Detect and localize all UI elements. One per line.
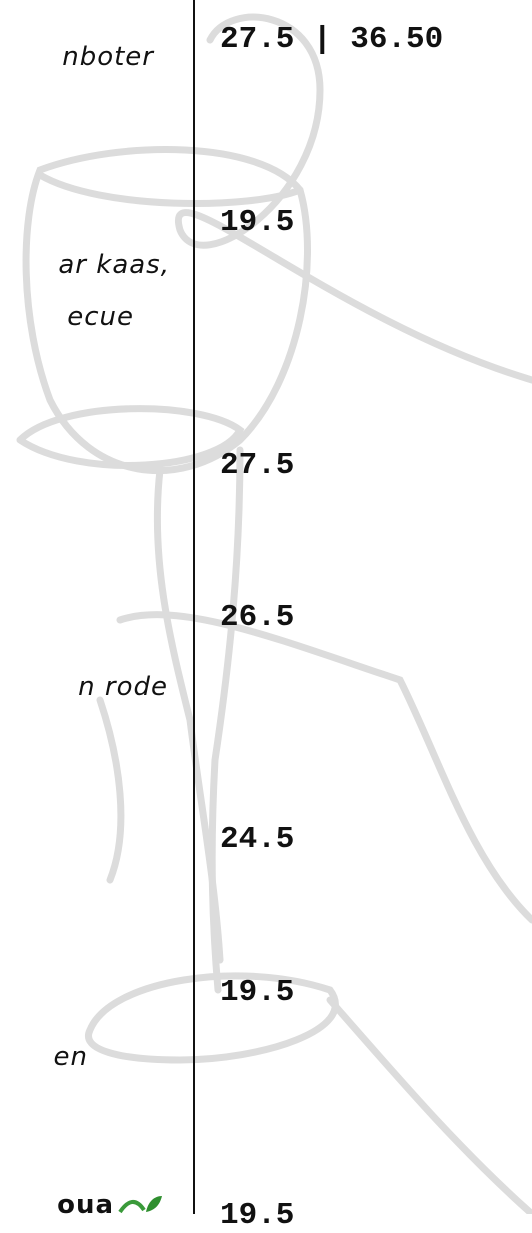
item-name: oua: [57, 1190, 114, 1220]
item-price: 27.5 | 36.50: [220, 22, 443, 57]
item-description: en: [54, 1042, 88, 1072]
item-description: ar kaas,: [58, 250, 170, 280]
menu-page: nboter ar kaas, ecue n rode en oua 27.5 …: [0, 0, 532, 1214]
item-description: nboter: [62, 42, 154, 72]
item-description: n rode: [78, 672, 168, 702]
vegetarian-icon: [118, 1194, 164, 1214]
item-price: 19.5: [220, 1198, 294, 1233]
item-price: 19.5: [220, 975, 294, 1010]
item-price: 27.5: [220, 448, 294, 483]
item-description: ecue: [67, 302, 134, 332]
column-divider: [193, 0, 195, 1214]
item-price: 19.5: [220, 205, 294, 240]
item-price: 24.5: [220, 822, 294, 857]
item-price: 26.5: [220, 600, 294, 635]
